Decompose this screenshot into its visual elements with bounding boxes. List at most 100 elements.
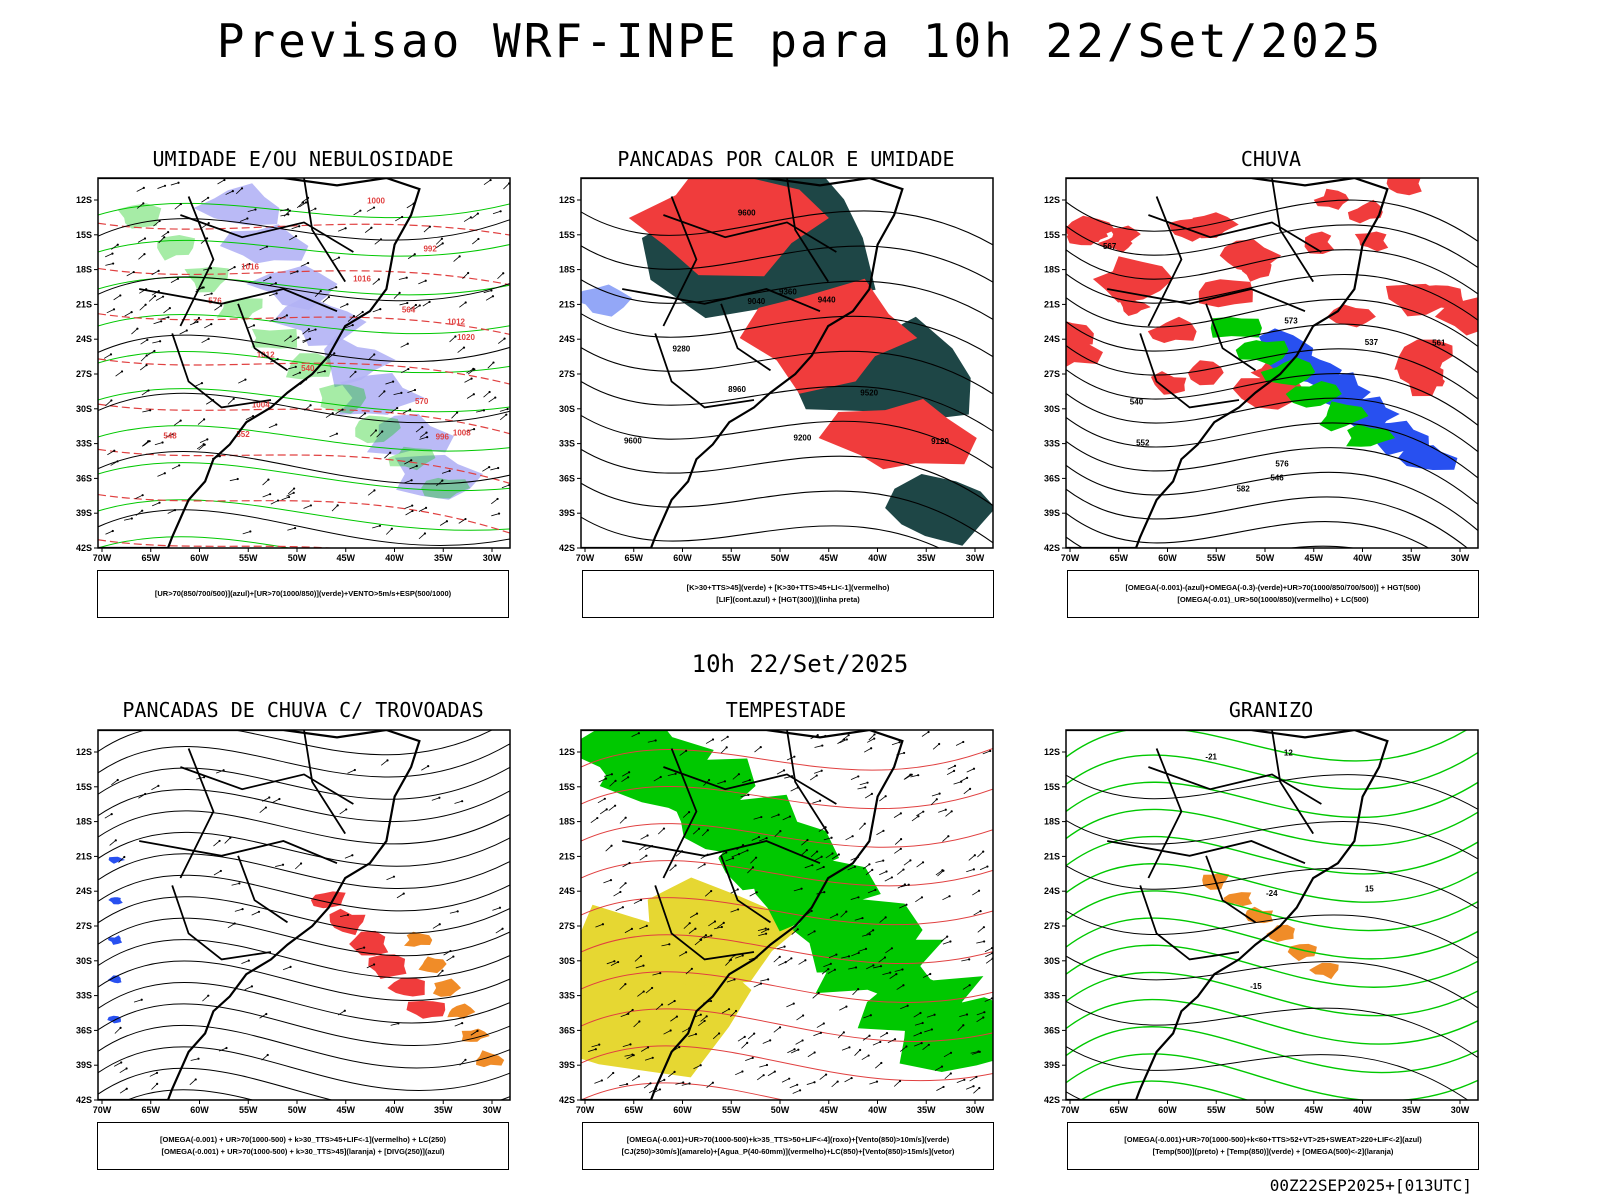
wind-vector-head <box>863 822 866 825</box>
wind-vector <box>725 857 734 862</box>
wind-vector <box>463 216 472 222</box>
wind-vector <box>268 424 277 429</box>
wind-vector <box>490 467 499 471</box>
wind-vector-head <box>801 1014 805 1017</box>
wind-vector-head <box>982 850 985 853</box>
streamline-arrow <box>202 995 209 1002</box>
streamline <box>98 1024 510 1069</box>
wind-vector-head <box>276 499 280 502</box>
omega-green-area <box>1319 401 1369 432</box>
wind-vector-head <box>428 225 432 228</box>
streamline-arrow-head <box>501 927 504 930</box>
wind-vector-head <box>949 1051 953 1054</box>
wind-vector <box>885 947 893 954</box>
wind-vector <box>681 1083 690 1086</box>
streamline-arrow <box>216 769 224 774</box>
wind-vector <box>126 271 134 277</box>
wind-vector-head <box>815 774 818 777</box>
streamline-arrow <box>275 864 284 867</box>
wind-vector <box>911 815 919 822</box>
wind-vector-head <box>759 982 763 985</box>
wind-vector-head <box>751 1056 754 1059</box>
state-border <box>303 178 346 283</box>
wind-vector <box>499 414 507 421</box>
wind-vector-head <box>411 504 414 507</box>
wind-vector <box>624 1054 633 1057</box>
wind-vector-head <box>706 829 709 832</box>
wind-vector <box>329 433 338 438</box>
wind-vector-head <box>873 737 876 740</box>
wind-vector <box>449 336 456 343</box>
wind-vector-head <box>979 909 982 913</box>
wind-vector <box>148 295 156 302</box>
wind-vector <box>214 305 222 311</box>
wind-vector-head <box>426 436 429 439</box>
wind-vector <box>110 460 118 466</box>
streamline-arrow <box>340 914 349 918</box>
wind-vector <box>418 507 427 512</box>
wind-vector <box>762 1040 771 1044</box>
lat-label: 30S <box>559 956 575 966</box>
wind-vector-head <box>631 1008 634 1012</box>
wind-vector <box>491 513 500 517</box>
rain-red-area <box>1119 297 1151 316</box>
state-border <box>720 855 772 924</box>
wind-vector <box>302 328 310 335</box>
wind-vector <box>683 922 690 929</box>
wind-vector-head <box>210 323 213 326</box>
rain-red-area <box>1347 199 1383 224</box>
lon-label: 55W <box>239 1105 258 1115</box>
wind-vector <box>652 972 661 976</box>
wind-vector <box>946 770 955 776</box>
streamline-arrow <box>234 908 243 912</box>
wind-vector-head <box>408 408 412 411</box>
wind-vector <box>269 318 278 322</box>
wind-vector <box>170 182 179 186</box>
humidity-blue-area <box>366 413 454 455</box>
wind-vector <box>973 910 981 916</box>
hgt500-contour <box>1066 273 1478 321</box>
lon-label: 65W <box>1109 553 1128 563</box>
contour-label: 9360 <box>779 288 797 297</box>
wind-vector-head <box>304 201 308 204</box>
temp500-contour <box>1066 865 1478 910</box>
wind-vector <box>806 1081 815 1085</box>
wind-vector <box>667 1000 675 1006</box>
wind-vector <box>171 465 180 470</box>
streamline-arrow-head <box>278 797 281 801</box>
wind-vector-head <box>428 300 431 303</box>
streamline-arrow-head <box>120 1061 123 1064</box>
omega-orange-area <box>1309 962 1339 980</box>
wind-vector <box>291 225 300 230</box>
wind-vector-head <box>917 774 920 777</box>
map-frame <box>97 729 511 1101</box>
wind-vector <box>139 304 146 311</box>
state-border <box>303 730 346 835</box>
wind-vector-head <box>930 1028 933 1031</box>
hgt500-contour <box>1066 512 1430 548</box>
wind-vector <box>345 324 353 329</box>
wind-vector <box>152 340 161 344</box>
wind-vector <box>966 869 975 873</box>
wind-vector <box>204 323 212 329</box>
wind-vector-head <box>240 187 244 190</box>
wind-vector <box>897 869 904 875</box>
panel-2-legend: [K>30+TTS>45](verde) + [K>30+TTS>45+LI<-… <box>582 570 994 618</box>
humidity-blue-area <box>324 335 396 388</box>
wind-vector <box>725 959 732 966</box>
lon-label: 55W <box>1207 1105 1226 1115</box>
wind-vector <box>299 202 307 208</box>
streamline-arrow <box>272 798 280 803</box>
wind-vector <box>621 776 629 782</box>
streamline-arrow-head <box>219 869 222 873</box>
thunder-orange-area <box>447 1003 476 1019</box>
lat-label: 21S <box>1044 851 1060 861</box>
map-layers: 1016101210161020101210081004100099699257… <box>98 178 510 548</box>
wind-vector-head <box>753 1032 756 1035</box>
wind-vector-head <box>824 1073 828 1076</box>
wind-vector <box>698 1020 705 1027</box>
wind-vector-head <box>983 940 986 943</box>
wind-vector <box>963 788 971 795</box>
wind-vector-head <box>949 940 952 943</box>
wind-vector <box>459 302 466 308</box>
